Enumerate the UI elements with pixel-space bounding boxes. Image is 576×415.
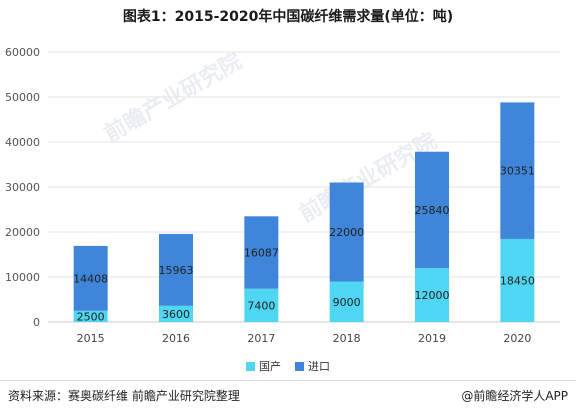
source-note: 资料来源：赛奥碳纤维 前瞻产业研究院整理 bbox=[8, 389, 240, 403]
bar-import bbox=[244, 216, 279, 289]
bar-import bbox=[500, 102, 535, 239]
legend-label-import: 进口 bbox=[308, 360, 330, 373]
y-tick-label: 40000 bbox=[5, 136, 40, 149]
x-tick-label: 2015 bbox=[77, 332, 105, 345]
data-label-domestic: 3600 bbox=[162, 308, 190, 321]
bar-domestic bbox=[415, 268, 449, 322]
data-label-import: 30351 bbox=[500, 165, 535, 178]
legend-item-import: 进口 bbox=[295, 358, 330, 374]
y-axis: 0 10000 20000 30000 40000 50000 60000 bbox=[5, 46, 40, 329]
x-tick-label: 2020 bbox=[503, 332, 531, 345]
bar-domestic bbox=[159, 305, 193, 322]
gridlines bbox=[48, 51, 560, 323]
bar-domestic bbox=[500, 238, 535, 322]
data-label-domestic: 2500 bbox=[77, 310, 105, 323]
bar-chart: 0 10000 20000 30000 40000 50000 60000 2500 1440… bbox=[5, 46, 560, 345]
data-label-import: 16087 bbox=[244, 247, 279, 260]
data-label-import: 15963 bbox=[159, 264, 194, 277]
data-label-domestic: 9000 bbox=[333, 296, 361, 309]
y-tick-label: 20000 bbox=[5, 226, 40, 239]
y-tick-label: 10000 bbox=[5, 271, 40, 284]
legend-swatch-import bbox=[295, 361, 304, 371]
brand-credit: @前瞻经济学人APP bbox=[461, 389, 568, 403]
legend-swatch-domestic bbox=[246, 361, 255, 371]
bar-domestic bbox=[244, 288, 279, 322]
legend-item-domestic: 国产 bbox=[246, 358, 281, 374]
x-tick-label: 2018 bbox=[333, 332, 361, 345]
bar-domestic bbox=[73, 310, 108, 322]
bar-domestic bbox=[329, 281, 364, 322]
chart-title: 图表1：2015-2020年中国碳纤维需求量(单位：吨) bbox=[122, 9, 454, 25]
bar-import bbox=[329, 182, 364, 282]
y-tick-label: 50000 bbox=[5, 91, 40, 104]
data-label-import: 14408 bbox=[73, 272, 108, 285]
data-label-import: 25840 bbox=[415, 204, 450, 217]
y-tick-label: 60000 bbox=[5, 46, 40, 59]
x-tick-label: 2016 bbox=[162, 332, 190, 345]
bars: 2500 14408 3600 15963 7400 16087 9000 22000 1200… bbox=[73, 102, 535, 323]
x-tick-label: 2017 bbox=[247, 332, 275, 345]
x-tick-label: 2019 bbox=[418, 332, 446, 345]
bar-import bbox=[159, 233, 193, 306]
legend: 国产 进口 bbox=[0, 358, 576, 374]
x-axis: 2015 2016 2017 2018 2019 2020 bbox=[77, 332, 532, 345]
data-label-domestic: 18450 bbox=[500, 274, 535, 287]
y-tick-label: 0 bbox=[33, 316, 40, 329]
legend-label-domestic: 国产 bbox=[259, 360, 281, 373]
bar-import bbox=[415, 151, 449, 268]
bar-import bbox=[73, 245, 108, 311]
y-tick-label: 30000 bbox=[5, 181, 40, 194]
data-label-domestic: 7400 bbox=[247, 299, 275, 312]
data-label-import: 22000 bbox=[329, 226, 364, 239]
footer-divider bbox=[0, 380, 576, 381]
data-label-domestic: 12000 bbox=[415, 289, 450, 302]
